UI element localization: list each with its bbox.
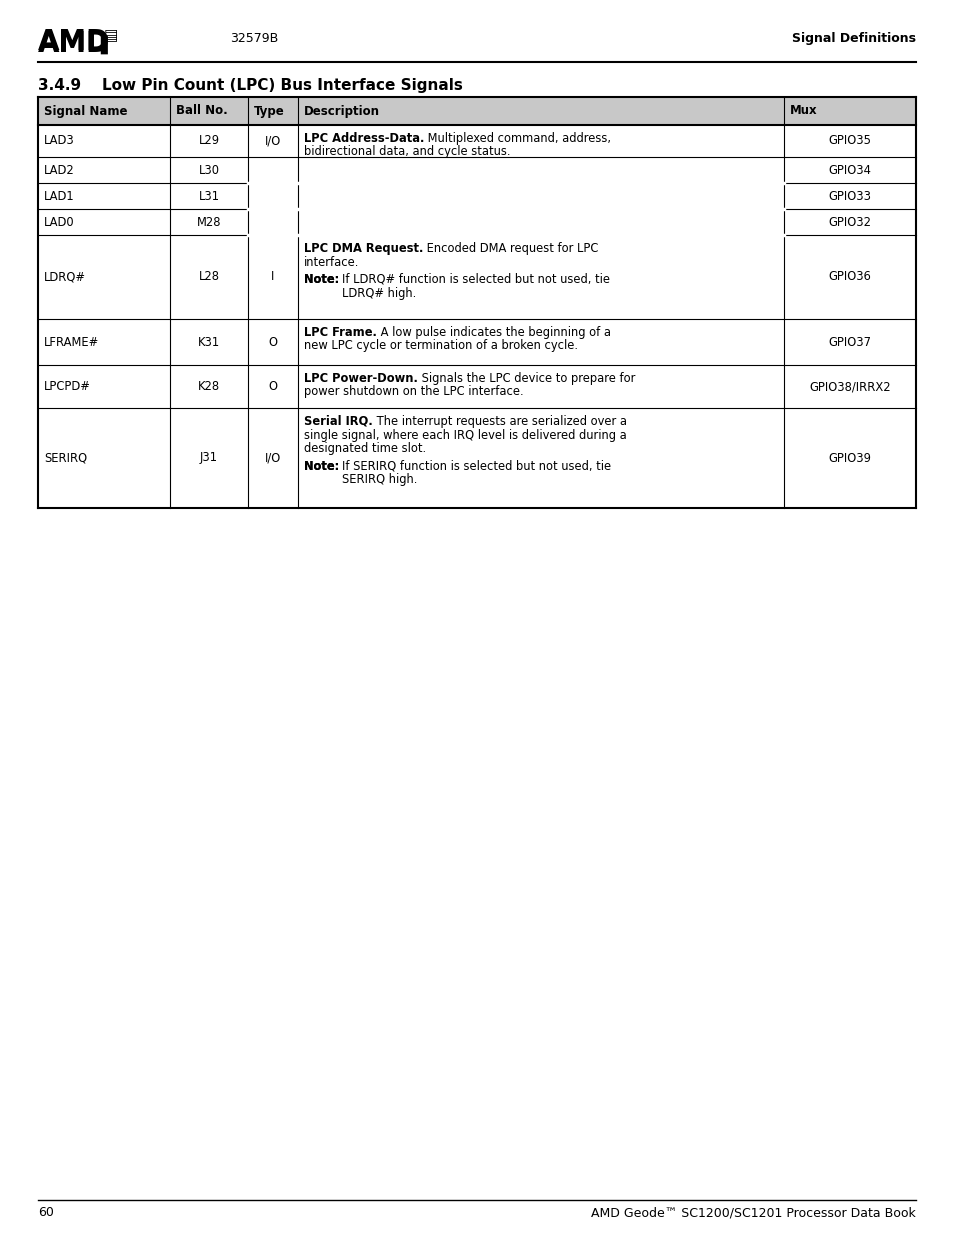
Text: LPC Power-Down.: LPC Power-Down. bbox=[304, 372, 417, 385]
Text: LAD2: LAD2 bbox=[44, 163, 74, 177]
Text: GPIO39: GPIO39 bbox=[828, 452, 870, 464]
Text: AMD◙: AMD◙ bbox=[38, 28, 127, 53]
Text: If LDRQ# function is selected but not used, tie: If LDRQ# function is selected but not us… bbox=[342, 273, 610, 287]
Text: GPIO38/IRRX2: GPIO38/IRRX2 bbox=[808, 380, 890, 393]
Text: Signal Name: Signal Name bbox=[44, 105, 128, 117]
Text: Ball No.: Ball No. bbox=[175, 105, 228, 117]
Text: ▤: ▤ bbox=[104, 28, 118, 43]
Bar bbox=[38, 98, 915, 125]
Text: Note:: Note: bbox=[304, 459, 339, 473]
Text: If SERIRQ function is selected but not used, tie: If SERIRQ function is selected but not u… bbox=[342, 459, 611, 473]
Text: O: O bbox=[268, 336, 277, 348]
Text: I: I bbox=[271, 270, 274, 284]
Text: single signal, where each IRQ level is delivered during a: single signal, where each IRQ level is d… bbox=[304, 429, 626, 441]
Text: SERIRQ high.: SERIRQ high. bbox=[341, 473, 416, 487]
Text: M28: M28 bbox=[196, 215, 221, 228]
Text: I/O: I/O bbox=[265, 452, 281, 464]
Text: L31: L31 bbox=[198, 189, 219, 203]
Text: AMD Geode™ SC1200/SC1201 Processor Data Book: AMD Geode™ SC1200/SC1201 Processor Data … bbox=[591, 1207, 915, 1219]
Text: Signals the LPC device to prepare for: Signals the LPC device to prepare for bbox=[417, 372, 635, 385]
Text: GPIO36: GPIO36 bbox=[828, 270, 870, 284]
Text: Mux: Mux bbox=[789, 105, 817, 117]
Text: Note:: Note: bbox=[304, 273, 339, 287]
Text: Multiplexed command, address,: Multiplexed command, address, bbox=[424, 132, 611, 144]
Text: K28: K28 bbox=[197, 380, 220, 393]
Text: LPC Frame.: LPC Frame. bbox=[304, 326, 376, 338]
Text: LPC DMA Request.: LPC DMA Request. bbox=[304, 242, 423, 254]
Text: J31: J31 bbox=[200, 452, 218, 464]
Text: LDRQ# high.: LDRQ# high. bbox=[341, 287, 416, 300]
Text: LFRAME#: LFRAME# bbox=[44, 336, 99, 348]
Text: LAD0: LAD0 bbox=[44, 215, 74, 228]
Text: A low pulse indicates the beginning of a: A low pulse indicates the beginning of a bbox=[376, 326, 610, 338]
Text: O: O bbox=[268, 380, 277, 393]
Text: 3.4.9: 3.4.9 bbox=[38, 78, 81, 93]
Text: GPIO37: GPIO37 bbox=[827, 336, 871, 348]
Text: 32579B: 32579B bbox=[230, 32, 278, 44]
Text: K31: K31 bbox=[197, 336, 220, 348]
Text: AMD: AMD bbox=[38, 30, 110, 58]
Text: new LPC cycle or termination of a broken cycle.: new LPC cycle or termination of a broken… bbox=[304, 340, 578, 352]
Text: The interrupt requests are serialized over a: The interrupt requests are serialized ov… bbox=[373, 415, 626, 429]
Text: Note:: Note: bbox=[304, 459, 339, 473]
Text: L28: L28 bbox=[198, 270, 219, 284]
Text: LPC Address-Data.: LPC Address-Data. bbox=[304, 132, 424, 144]
Text: power shutdown on the LPC interface.: power shutdown on the LPC interface. bbox=[304, 385, 523, 399]
Text: LDRQ#: LDRQ# bbox=[44, 270, 86, 284]
Text: I/O: I/O bbox=[265, 135, 281, 147]
Text: interface.: interface. bbox=[304, 256, 359, 268]
Text: LPCPD#: LPCPD# bbox=[44, 380, 91, 393]
Text: SERIRQ: SERIRQ bbox=[44, 452, 87, 464]
Text: LPC Address-Data.: LPC Address-Data. bbox=[304, 132, 424, 144]
Text: L30: L30 bbox=[198, 163, 219, 177]
Text: GPIO32: GPIO32 bbox=[827, 215, 871, 228]
Text: AMD: AMD bbox=[38, 28, 110, 56]
Text: GPIO33: GPIO33 bbox=[827, 189, 871, 203]
Text: Type: Type bbox=[253, 105, 284, 117]
Text: Encoded DMA request for LPC: Encoded DMA request for LPC bbox=[423, 242, 598, 254]
Text: Note:: Note: bbox=[304, 273, 339, 287]
Text: L29: L29 bbox=[198, 135, 219, 147]
Text: LAD3: LAD3 bbox=[44, 135, 74, 147]
Text: LAD1: LAD1 bbox=[44, 189, 74, 203]
Text: GPIO34: GPIO34 bbox=[828, 163, 870, 177]
Text: ▌: ▌ bbox=[100, 36, 113, 54]
Text: 60: 60 bbox=[38, 1207, 53, 1219]
Text: Signal Definitions: Signal Definitions bbox=[791, 32, 915, 44]
Text: Note:: Note: bbox=[304, 273, 339, 287]
Text: Low Pin Count (LPC) Bus Interface Signals: Low Pin Count (LPC) Bus Interface Signal… bbox=[102, 78, 462, 93]
Text: bidirectional data, and cycle status.: bidirectional data, and cycle status. bbox=[304, 146, 510, 158]
Text: Serial IRQ.: Serial IRQ. bbox=[304, 415, 373, 429]
Text: GPIO35: GPIO35 bbox=[827, 135, 871, 147]
Text: designated time slot.: designated time slot. bbox=[304, 442, 426, 454]
Text: Description: Description bbox=[304, 105, 379, 117]
